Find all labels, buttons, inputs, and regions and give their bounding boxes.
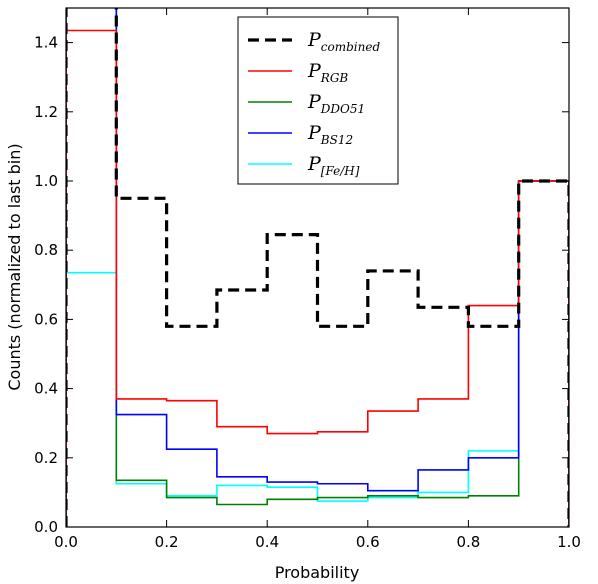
legend-symbol: P [307,29,322,51]
y-tick-label: 1.0 [34,172,58,190]
legend-label: Pcombined [307,29,380,54]
y-axis-label: Counts (normalized to last bin) [5,143,24,390]
legend-subscript: RGB [320,71,349,85]
legend-subscript: [Fe/H] [321,164,360,178]
x-tick-label: 0.0 [54,533,78,551]
series-bs12-line [66,8,569,527]
legend-symbol: P [307,91,322,113]
legend-subscript: BS12 [320,133,353,147]
x-tick-label: 1.0 [557,533,581,551]
y-tick-label: 0.8 [34,241,58,259]
x-tick-label: 0.2 [155,533,179,551]
y-tick-label: 1.2 [34,103,58,121]
legend-label: PDDO51 [307,91,365,116]
legend-subscript: combined [321,40,381,54]
y-tick-label: 0.6 [34,310,58,328]
legend-label: P[Fe/H] [307,153,360,178]
series-ddo51-line [66,8,569,527]
series-rgb-line [66,29,569,527]
legend-label: PRGB [307,60,348,85]
legend-box [237,16,399,185]
legend-subscript: DDO51 [320,102,365,116]
y-tick-label: 0.0 [34,518,58,536]
ticks-layer: 0.0 0.2 0.4 0.6 0.8 1.0 0.0 0.2 0.4 0.6 0.8 1.0 1.2 1… [34,8,581,551]
x-tick-label: 0.8 [456,533,480,551]
series-feh-line [66,180,569,527]
x-axis-label: Probability [275,563,360,582]
legend-symbol: P [307,153,322,175]
legend-symbol: P [307,122,322,144]
y-tick-label: 1.4 [34,34,58,52]
series-combined-line [66,8,569,527]
legend-label: PBS12 [307,122,353,147]
y-tick-label: 0.2 [34,449,58,467]
x-tick-label: 0.4 [255,533,279,551]
legend-symbol: P [307,60,322,82]
series-layer [66,8,569,527]
x-tick-label: 0.6 [356,533,380,551]
plot-frame [65,7,570,528]
y-tick-label: 0.4 [34,380,58,398]
